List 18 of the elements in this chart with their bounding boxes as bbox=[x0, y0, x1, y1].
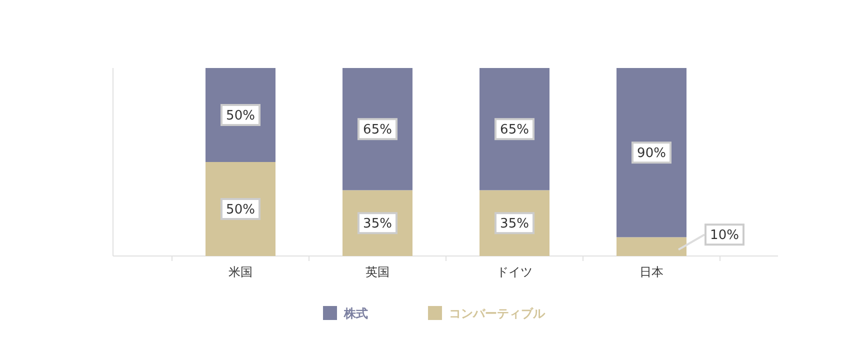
data-label: 35% bbox=[363, 216, 392, 232]
legend-label: コンバーティブル bbox=[449, 306, 546, 320]
data-label: 50% bbox=[226, 202, 255, 218]
data-label: 10% bbox=[710, 228, 739, 244]
bar bbox=[616, 237, 686, 256]
x-tick-label: ドイツ bbox=[496, 265, 532, 279]
x-tick-label: 英国 bbox=[366, 265, 390, 279]
bar bbox=[616, 68, 686, 238]
data-label: 35% bbox=[500, 216, 529, 232]
bar bbox=[480, 68, 550, 190]
data-label: 50% bbox=[226, 108, 255, 124]
x-tick-label: 日本 bbox=[640, 265, 664, 279]
data-label: 65% bbox=[363, 122, 392, 138]
data-label: 65% bbox=[500, 122, 529, 138]
legend-label: 株式 bbox=[343, 306, 368, 320]
bar bbox=[342, 68, 412, 190]
data-label: 90% bbox=[637, 146, 666, 162]
x-tick-label: 米国 bbox=[228, 265, 252, 279]
